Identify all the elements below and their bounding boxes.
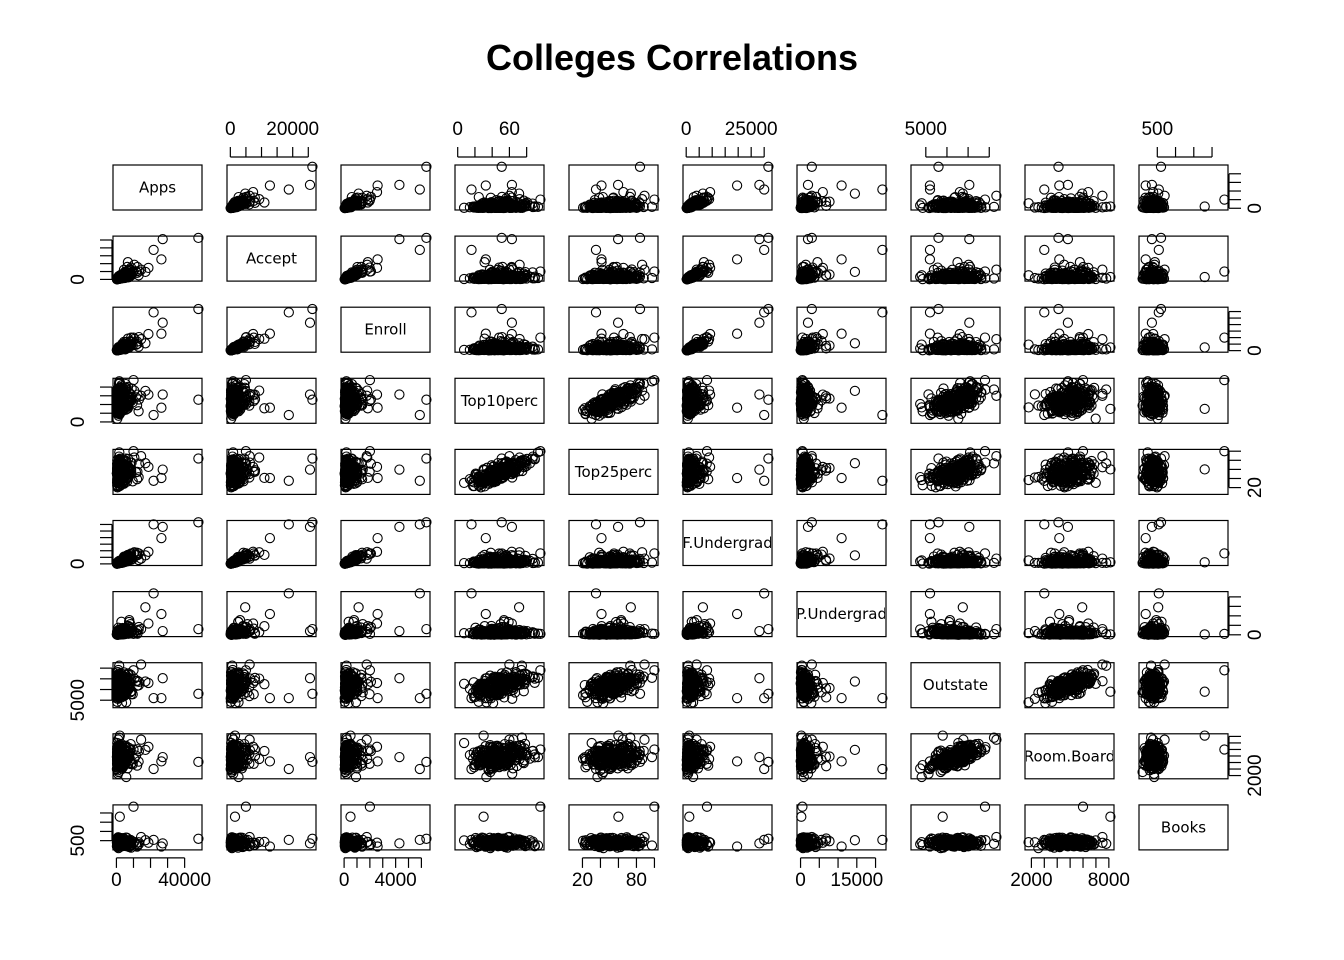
scatter-panel-Apps-vs-Top10perc xyxy=(454,161,546,214)
panel-grid: AppsAcceptEnrollTop10percTop25percF.Unde… xyxy=(68,119,1266,891)
scatter-panel-Apps-vs-Top25perc xyxy=(568,161,660,214)
scatter-panel-Apps-vs-Accept xyxy=(225,161,318,214)
scatter-panel-Apps-vs-Outstate xyxy=(910,161,1002,214)
data-point xyxy=(933,232,944,244)
data-point xyxy=(361,190,372,201)
data-point xyxy=(259,197,270,208)
panel-frame xyxy=(226,164,317,211)
data-point xyxy=(731,180,743,191)
data-point xyxy=(806,161,817,172)
data-point xyxy=(964,179,975,191)
scatter-panel-Accept-vs-Top10perc xyxy=(454,232,546,285)
data-point xyxy=(496,232,507,244)
data-point xyxy=(1155,161,1167,172)
data-point xyxy=(1140,180,1151,191)
data-point xyxy=(496,161,507,172)
data-point xyxy=(364,194,376,205)
scatter-panel-Accept-vs-Enroll xyxy=(339,232,432,285)
data-point xyxy=(371,186,383,198)
data-point xyxy=(156,328,167,339)
scatter-panel-Accept-vs-Books xyxy=(1137,232,1230,285)
data-point xyxy=(924,254,936,265)
data-point xyxy=(480,254,491,265)
data-point xyxy=(480,180,491,191)
variable-label: Apps xyxy=(139,179,176,197)
data-point xyxy=(849,266,861,278)
data-point xyxy=(283,184,294,195)
data-point xyxy=(836,180,847,191)
data-point xyxy=(802,179,814,191)
panel-frame xyxy=(112,164,203,211)
panel-frame xyxy=(340,164,431,211)
data-point xyxy=(1097,190,1108,201)
data-point xyxy=(1054,254,1065,265)
data-point xyxy=(634,161,646,172)
data-point xyxy=(229,201,241,212)
scatter-panel-Accept-vs-Top25perc xyxy=(568,232,660,285)
data-point xyxy=(414,244,425,256)
chart-title: Colleges Correlations xyxy=(486,37,858,78)
diagonal-panel-Accept: Accept xyxy=(226,235,317,282)
data-point xyxy=(1199,271,1210,283)
data-point xyxy=(1039,244,1050,256)
data-point xyxy=(634,232,646,244)
data-point xyxy=(345,201,356,212)
data-point xyxy=(731,254,743,265)
data-point xyxy=(1053,161,1064,172)
scatter-panel-Accept-vs-P.Undergrad xyxy=(795,232,888,285)
scatter-panel-Enroll-vs-Apps xyxy=(111,303,204,356)
data-point xyxy=(1053,232,1064,244)
data-point xyxy=(372,254,383,265)
scatter-panel-Accept-vs-Apps xyxy=(111,232,204,285)
data-point xyxy=(1062,179,1074,191)
data-point xyxy=(466,184,477,195)
data-point xyxy=(394,179,405,191)
data-point xyxy=(307,161,318,172)
data-point xyxy=(247,186,259,198)
data-point xyxy=(304,179,316,191)
diagonal-panel-Apps: Apps xyxy=(112,164,203,211)
data-point xyxy=(372,180,383,191)
data-point xyxy=(817,186,828,198)
data-point xyxy=(244,190,255,201)
data-point xyxy=(264,180,276,191)
scatter-panel-Apps-vs-Room.Board xyxy=(1023,161,1116,214)
data-point xyxy=(836,254,847,265)
data-point xyxy=(1140,254,1151,265)
data-point xyxy=(924,244,936,256)
data-point xyxy=(1054,180,1065,191)
data-point xyxy=(988,273,1000,284)
data-point xyxy=(466,244,477,256)
scatter-panel-Accept-vs-Room.Board xyxy=(1023,232,1116,285)
scatter-panel-Apps-vs-Enroll xyxy=(339,161,432,214)
data-point xyxy=(933,161,944,172)
data-point xyxy=(249,197,261,208)
data-point xyxy=(759,244,770,256)
data-point xyxy=(148,244,159,256)
data-point xyxy=(590,244,602,256)
scatter-panel-Apps-vs-F.Undergrad xyxy=(681,161,774,214)
data-point xyxy=(240,194,252,205)
data-point xyxy=(1155,232,1167,244)
data-point xyxy=(849,188,861,199)
scatter-panel-Accept-vs-F.Undergrad xyxy=(681,232,774,285)
data-point xyxy=(1153,244,1164,256)
scatter-panel-Apps-vs-Books xyxy=(1137,161,1230,214)
scatter-panel-Apps-vs-P.Undergrad xyxy=(795,161,888,214)
scatter-panel-Accept-vs-Outstate xyxy=(910,232,1002,285)
data-point xyxy=(414,184,425,195)
data-point xyxy=(421,161,432,172)
data-point xyxy=(156,254,167,265)
data-point xyxy=(157,317,168,328)
variable-label: Accept xyxy=(246,250,297,268)
data-point xyxy=(1039,184,1050,195)
data-point xyxy=(341,202,352,213)
